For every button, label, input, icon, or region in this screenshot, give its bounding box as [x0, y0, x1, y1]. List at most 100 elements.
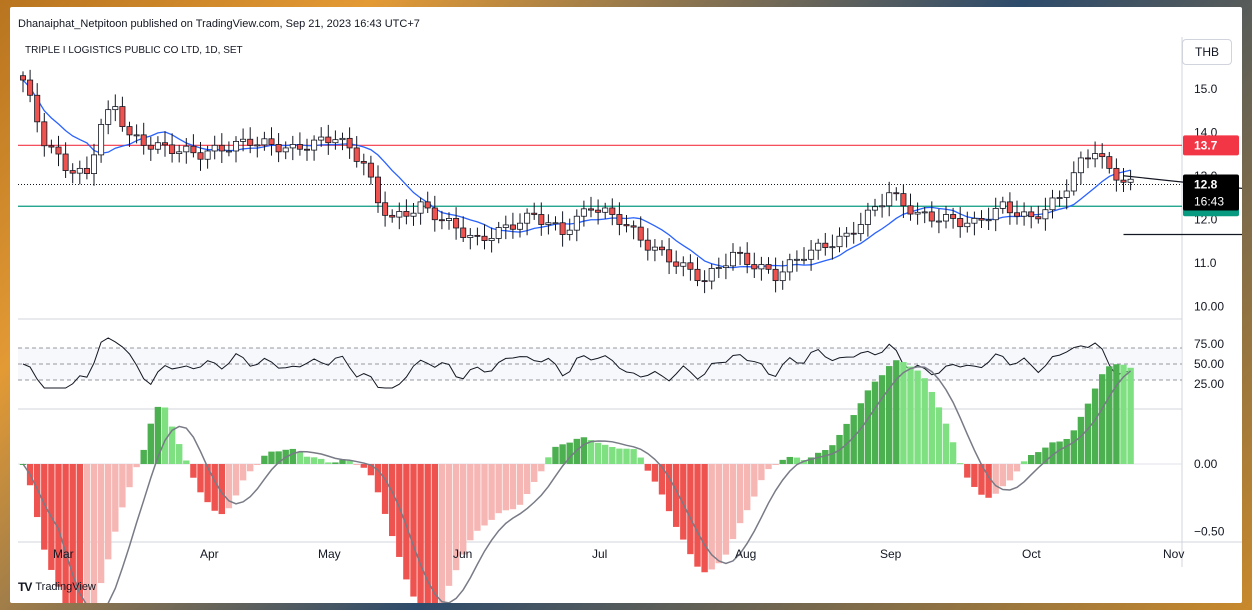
candle: [573, 209, 580, 242]
candle: [765, 257, 772, 274]
candle-body: [1120, 179, 1127, 183]
candle-body: [999, 201, 1006, 209]
candle-body: [552, 222, 559, 225]
histogram-bar: [147, 423, 154, 464]
histogram-bar: [516, 464, 524, 505]
candle-body: [467, 234, 474, 238]
candle: [154, 136, 161, 154]
candle: [687, 254, 694, 281]
candle-body: [495, 227, 502, 239]
candle: [566, 218, 573, 241]
candle: [303, 138, 310, 161]
candle: [588, 196, 595, 218]
histogram-bar: [857, 403, 864, 464]
candle-body: [460, 227, 467, 238]
candle: [850, 221, 857, 244]
candle: [1049, 189, 1056, 219]
candle-body: [98, 124, 105, 156]
candle-body: [502, 224, 509, 228]
candle-body: [481, 235, 488, 242]
candle-body: [616, 214, 623, 225]
candle-body: [254, 144, 261, 147]
candle-body: [744, 252, 751, 265]
price-chart[interactable]: 15.014.013.012.011.010.0075.0050.0025.00…: [10, 7, 1242, 603]
candle: [488, 227, 495, 253]
histogram-bar: [389, 464, 396, 537]
candle: [815, 238, 822, 260]
histogram-bar: [822, 450, 829, 464]
histogram-bar: [218, 464, 225, 515]
candle-body: [864, 209, 871, 225]
histogram-bar: [332, 462, 339, 464]
candle: [864, 202, 871, 237]
candle: [389, 209, 396, 223]
candle: [1056, 190, 1063, 207]
candle-body: [907, 205, 914, 215]
candle: [112, 94, 119, 122]
histogram-bar: [815, 452, 822, 464]
candle: [857, 212, 864, 242]
histogram-bar: [502, 464, 509, 511]
resistance-price-tag-bg: [1183, 135, 1239, 156]
histogram-bar: [850, 415, 857, 464]
candle-body: [758, 264, 765, 270]
histogram-bar: [318, 458, 325, 464]
candle: [829, 234, 836, 260]
time-axis-label: Jul: [592, 547, 607, 561]
candle: [460, 216, 467, 242]
candle: [218, 133, 225, 163]
candle-body: [303, 148, 310, 151]
candle: [1085, 149, 1092, 169]
histogram-bar: [1106, 366, 1113, 464]
histogram-bar: [772, 464, 779, 465]
histogram-bar: [247, 464, 254, 472]
candle: [552, 216, 559, 231]
histogram-bar: [935, 407, 943, 464]
candle-body: [225, 150, 232, 153]
candle-body: [1113, 167, 1120, 181]
time-axis-label: May: [318, 547, 341, 561]
candle: [289, 135, 296, 161]
candle: [83, 156, 90, 180]
candle: [325, 124, 332, 155]
candle: [495, 221, 502, 244]
histogram-bar: [644, 464, 651, 471]
candle: [1127, 170, 1134, 191]
candle: [410, 203, 417, 226]
candle: [34, 83, 41, 133]
candle: [204, 145, 211, 169]
histogram-bar: [445, 464, 453, 586]
candle: [914, 202, 921, 225]
histogram-bar: [296, 452, 304, 464]
candle: [62, 142, 69, 178]
histogram-tick-label: 0.00: [1194, 457, 1218, 471]
histogram-bar: [942, 423, 950, 464]
candle-body: [580, 208, 587, 217]
candle: [240, 128, 247, 152]
candle: [176, 144, 183, 163]
histogram-bar: [374, 464, 382, 493]
histogram-bar: [1042, 447, 1049, 464]
candle: [126, 121, 133, 147]
histogram-bar: [474, 464, 481, 531]
candle: [1021, 202, 1028, 226]
time-axis-label: Jun: [453, 547, 472, 561]
candle: [964, 211, 971, 233]
candle-body: [900, 193, 907, 207]
histogram-bar: [694, 464, 701, 567]
candle-body: [19, 75, 26, 81]
time-axis-label: Apr: [200, 547, 219, 561]
candle: [133, 124, 140, 144]
candle-body: [382, 202, 389, 216]
candle-body: [857, 224, 864, 235]
candle-body: [666, 249, 673, 263]
candle-body: [595, 209, 602, 213]
footer-brand[interactable]: TV TradingView: [18, 580, 96, 594]
candle-body: [1006, 201, 1013, 214]
histogram-bar: [232, 464, 240, 496]
histogram-bar: [729, 464, 737, 540]
candle-body: [1106, 156, 1113, 169]
histogram-bar: [161, 407, 169, 464]
candle-body: [318, 136, 325, 141]
candle: [751, 252, 758, 278]
